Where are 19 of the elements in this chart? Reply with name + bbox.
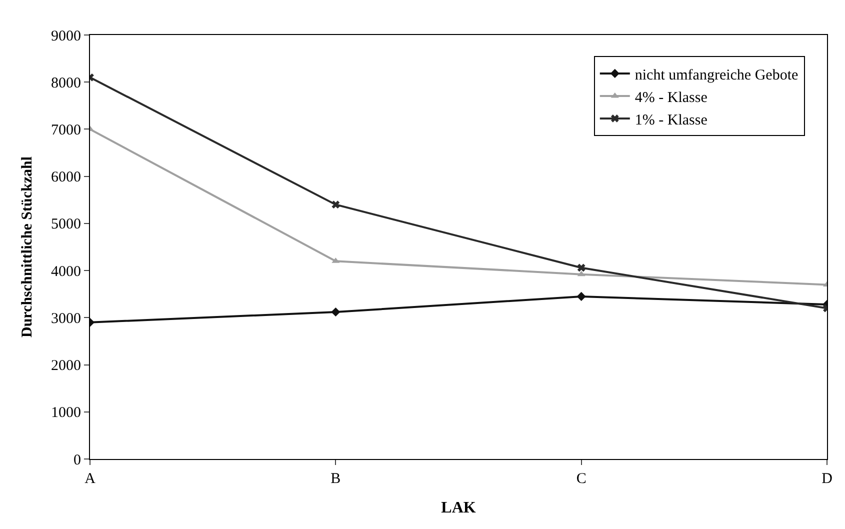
y-axis-title: Durchschnittliche Stückzahl [19, 156, 36, 338]
x-tick-label: D [822, 471, 833, 487]
x-tick-label: C [576, 471, 586, 487]
legend-label: 1% - Klasse [634, 112, 708, 128]
y-tick-label: 7000 [51, 122, 81, 138]
x-tick-label: A [84, 471, 96, 487]
y-tick-label: 4000 [51, 264, 81, 280]
y-tick-label: 9000 [51, 28, 81, 44]
y-tick-label: 2000 [51, 358, 81, 374]
x-axis-title: LAK [441, 500, 476, 517]
x-tick-label: B [330, 471, 341, 487]
y-tick-label: 6000 [51, 170, 81, 186]
legend-label: 4% - Klasse [634, 90, 708, 106]
legend-label: nicht umfangreiche Gebote [634, 67, 798, 84]
y-tick-label: 3000 [51, 310, 81, 327]
y-tick-label: 8000 [51, 75, 81, 92]
y-tick-label: 5000 [51, 216, 81, 233]
y-tick-label: 0 [74, 452, 81, 468]
y-tick-label: 1000 [51, 405, 81, 422]
